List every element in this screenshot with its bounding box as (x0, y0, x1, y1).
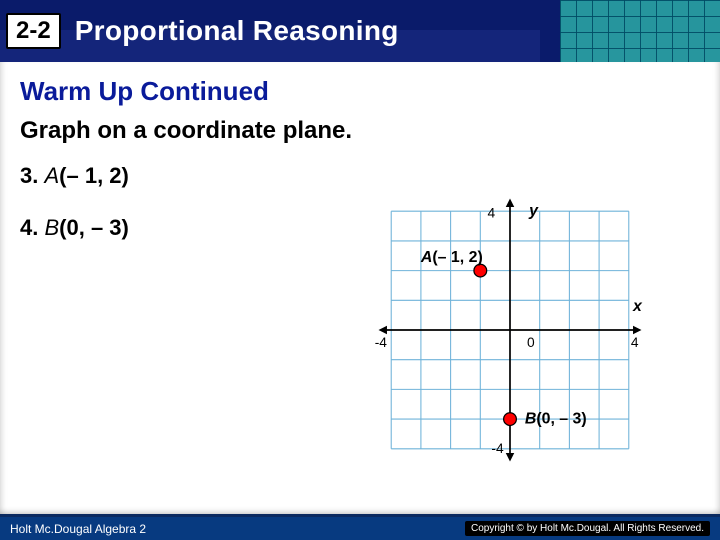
svg-text:4: 4 (487, 206, 495, 221)
problem-fn: B (44, 215, 59, 240)
problem-fn: A (44, 163, 59, 188)
svg-text:0: 0 (527, 335, 535, 350)
instruction-text: Graph on a coordinate plane. (20, 117, 700, 145)
slide-header: 2-2 Proportional Reasoning (0, 0, 720, 62)
warmup-title: Warm Up Continued (20, 76, 700, 107)
svg-text:4: 4 (631, 335, 639, 350)
slide-footer: Holt Mc.Dougal Algebra 2 Copyright © by … (0, 514, 720, 540)
graph-svg: y x -4 0 4 4 -4 A(– 1, 2) B(0, – 3) (370, 190, 650, 470)
svg-text:-4: -4 (491, 441, 504, 456)
problem-number: 3. (20, 163, 38, 188)
svg-text:y: y (528, 202, 539, 219)
problem-number: 4. (20, 215, 38, 240)
footer-left: Holt Mc.Dougal Algebra 2 (10, 522, 146, 536)
problem-coords: (0, – 3) (59, 215, 129, 240)
footer-copyright: Copyright © by Holt Mc.Dougal. All Right… (465, 521, 710, 536)
coordinate-graph: y x -4 0 4 4 -4 A(– 1, 2) B(0, – 3) (370, 190, 650, 470)
header-decor-grid (560, 0, 720, 62)
svg-text:x: x (632, 298, 643, 315)
svg-text:A(– 1, 2): A(– 1, 2) (420, 249, 483, 266)
svg-text:-4: -4 (375, 335, 388, 350)
problem-coords: (– 1, 2) (59, 163, 129, 188)
lesson-number: 2-2 (6, 13, 61, 49)
chapter-title: Proportional Reasoning (75, 15, 399, 47)
problem-3: 3. A(– 1, 2) (20, 163, 700, 189)
svg-text:B(0, – 3): B(0, – 3) (525, 410, 587, 427)
